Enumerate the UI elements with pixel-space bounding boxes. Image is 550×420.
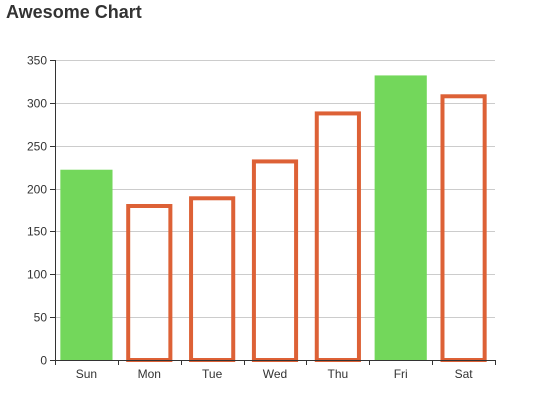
y-tick-label: 200 — [27, 183, 47, 197]
x-tick-label: Fri — [394, 367, 408, 381]
bar-wed — [251, 159, 299, 362]
y-tick-label: 250 — [27, 140, 47, 154]
x-tick-label: Tue — [202, 367, 223, 381]
y-tick-label: 350 — [27, 54, 47, 68]
x-tick-label: Thu — [328, 367, 349, 381]
y-tick-label: 300 — [27, 97, 47, 111]
gridlines — [55, 60, 495, 318]
bar-fri — [374, 75, 427, 360]
bar-mon — [126, 204, 173, 362]
bar-sun — [60, 169, 113, 360]
bar-thu — [314, 111, 361, 362]
x-tick-label: Mon — [138, 367, 161, 381]
bars — [60, 75, 487, 363]
y-tick-label: 150 — [27, 225, 47, 239]
bar-tue — [189, 196, 236, 362]
axes: 0 50 100 150 200 250 300 350 Sun Mon Tue Wed Thu Fri S… — [27, 54, 496, 381]
bar-sat — [440, 94, 487, 363]
chart-title: Awesome Chart — [6, 2, 142, 22]
x-tick-label: Sun — [76, 367, 97, 381]
y-tick-label: 100 — [27, 268, 47, 282]
y-tick-label: 50 — [34, 311, 48, 325]
x-tick-label: Wed — [263, 367, 287, 381]
x-tick-label: Sat — [455, 367, 474, 381]
y-tick-label: 0 — [40, 354, 47, 368]
